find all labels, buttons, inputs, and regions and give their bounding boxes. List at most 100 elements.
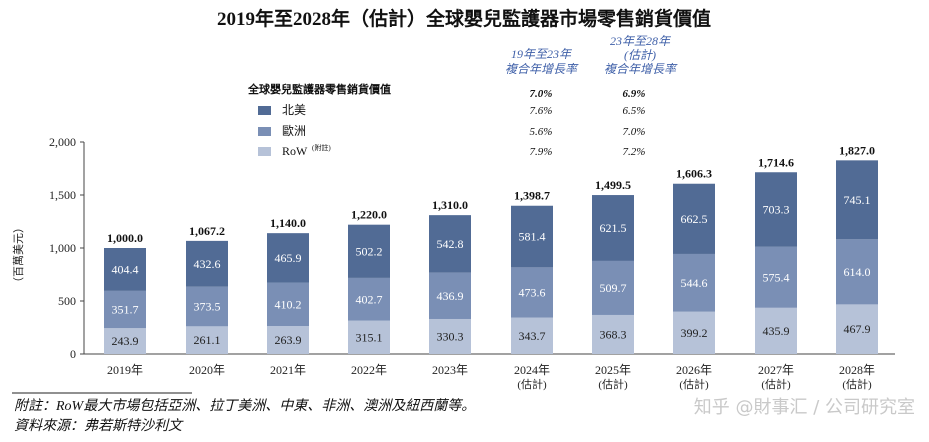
cagr-header-1-line-2: 複合年增長率: [505, 62, 579, 76]
bar-segment: [429, 318, 471, 354]
bar-segment: [267, 233, 309, 283]
bar-segment-label: 315.1: [356, 330, 383, 344]
bar-segment: [592, 260, 634, 315]
bar-segment-label: 343.7: [519, 329, 546, 343]
cagr-header-2-line-2: (估計): [624, 48, 656, 62]
bar-segment: [755, 246, 797, 308]
cagr-value: 7.2%: [623, 146, 646, 158]
x-tick-label: 2023年: [432, 363, 468, 377]
bar-segment-label: 614.0: [844, 265, 871, 279]
y-tick-label: 1,000: [49, 241, 76, 255]
bar-segment: [104, 290, 146, 329]
cagr-table: 19年至23年 複合年增長率 23年至28年 (估計) 複合年增長率 7.0% …: [505, 34, 678, 158]
bar-segment-label: 435.9: [763, 324, 790, 338]
bar-segment: [104, 328, 146, 354]
bar-segment: [348, 320, 390, 354]
legend-swatch: [258, 127, 271, 136]
bar-segment-label: 467.9: [844, 322, 871, 336]
y-tick-label: 0: [70, 347, 76, 361]
y-axis-label: （百萬美元）: [12, 222, 25, 288]
cagr-total-1: 7.0%: [530, 88, 553, 100]
y-tick-label: 2,000: [49, 135, 76, 149]
bar-total-label: 1,606.3: [676, 167, 712, 181]
bar-segment: [429, 215, 471, 273]
bar-segment: [104, 248, 146, 291]
bar-total-label: 1,220.0: [351, 208, 387, 222]
bar-total-label: 1,310.0: [432, 198, 468, 212]
bar-segment-label: 509.7: [600, 281, 627, 295]
bar-total-label: 1,000.0: [107, 231, 143, 245]
bar-segment: [186, 286, 228, 327]
x-tick-note: (估計): [517, 377, 547, 391]
bars: 243.9 351.7 404.4 1,000.0 261.1 373.5 432.6 1,0…: [104, 143, 878, 354]
bar-segment-label: 581.4: [519, 230, 546, 244]
bar-segment: [511, 205, 553, 268]
legend-label: 歐洲: [282, 123, 306, 138]
bar-segment-label: 621.5: [600, 221, 627, 235]
bar-segment: [511, 267, 553, 318]
x-tick-label: 2019年: [107, 363, 143, 377]
legend-label: RoW: [282, 144, 308, 158]
bar-segment-label: 662.5: [681, 212, 708, 226]
bar-segment: [755, 172, 797, 247]
cagr-value: 5.6%: [530, 126, 553, 138]
y-tick-label: 500: [58, 294, 76, 308]
x-axis: 2019年 2020年 2021年 2022年 2023年 2024年(估計)2025年(…: [107, 363, 875, 391]
bar-segment-label: 330.3: [437, 329, 464, 343]
bar-segment-label: 432.6: [194, 257, 221, 271]
bar-segment: [592, 195, 634, 261]
cagr-header-1-line-1: 19年至23年: [511, 47, 573, 61]
bar-segment-label: 436.9: [437, 289, 464, 303]
x-tick-label: 2028年: [839, 363, 875, 377]
x-tick-note: (估計): [842, 377, 872, 391]
cagr-header-2-line-3: 複合年增長率: [604, 62, 678, 76]
bar-segment: [755, 307, 797, 354]
footnote-source: 資料來源：弗若斯特沙利文: [14, 418, 184, 434]
bar-segment-label: 263.9: [275, 333, 302, 347]
chart-title: 2019年至2028年（估計）全球嬰兒監護器市場零售銷貨價值: [217, 7, 711, 30]
bar-segment-label: 261.1: [194, 333, 221, 347]
bar-total-label: 1,140.0: [270, 216, 306, 230]
bar-total-label: 1,067.2: [189, 224, 225, 238]
bar-segment-label: 399.2: [681, 326, 708, 340]
bar-segment: [429, 272, 471, 319]
bar-segment-label: 544.6: [681, 276, 708, 290]
legend-label: 北美: [282, 103, 306, 117]
bar-segment: [673, 311, 715, 354]
cagr-value: 7.6%: [530, 105, 553, 117]
bar-segment: [267, 282, 309, 327]
x-tick-label: 2020年: [189, 363, 225, 377]
bar-total-label: 1,714.6: [758, 155, 794, 169]
legend-swatch: [258, 147, 271, 156]
bar-segment-label: 575.4: [763, 270, 790, 284]
bar-segment: [836, 239, 878, 305]
bar-segment-label: 502.2: [356, 244, 383, 258]
bar-segment-label: 465.9: [275, 251, 302, 265]
x-tick-label: 2021年: [270, 363, 306, 377]
bar-segment: [186, 326, 228, 354]
legend-swatch: [258, 106, 271, 115]
bar-segment-label: 402.7: [356, 292, 383, 306]
x-tick-label: 2024年: [514, 363, 550, 377]
cagr-value: 6.5%: [623, 105, 646, 117]
bar-total-label: 1,499.5: [595, 178, 631, 192]
bar-segment-label: 373.5: [194, 300, 221, 314]
bar-segment-label: 703.3: [763, 203, 790, 217]
bar-segment: [673, 253, 715, 312]
footnote-note: 附註：RoW最大市場包括亞洲、拉丁美洲、中東、非洲、澳洲及紐西蘭等。: [14, 398, 475, 414]
bar-segment-label: 745.1: [844, 193, 871, 207]
legend-label-superscript: (附註): [312, 143, 331, 152]
cagr-value: 7.9%: [530, 146, 553, 158]
bar-segment: [592, 314, 634, 354]
bar-segment-label: 368.3: [600, 327, 627, 341]
x-tick-note: (估計): [761, 377, 791, 391]
x-tick-label: 2026年: [676, 363, 712, 377]
bar-segment: [836, 160, 878, 240]
watermark: 知乎 @財事汇 / 公司研究室: [694, 397, 915, 418]
x-tick-label: 2022年: [351, 363, 387, 377]
x-tick-note: (估計): [598, 377, 628, 391]
bar-segment: [348, 277, 390, 321]
x-tick-note: (估計): [679, 377, 709, 391]
bar-segment: [511, 317, 553, 354]
